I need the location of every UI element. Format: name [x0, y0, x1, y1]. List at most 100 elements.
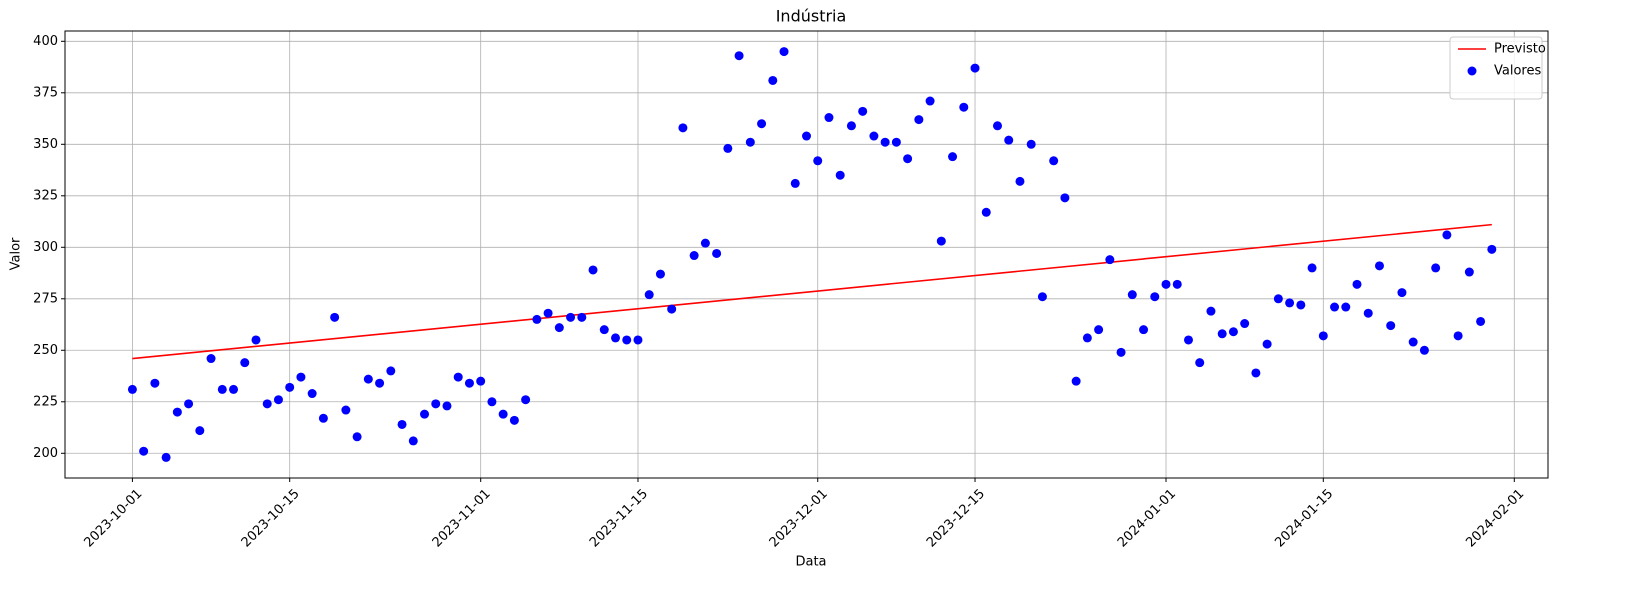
scatter-point	[723, 143, 733, 153]
scatter-point	[914, 115, 924, 125]
scatter-point	[1094, 325, 1104, 335]
scatter-point	[251, 335, 261, 345]
scatter-point	[543, 308, 553, 318]
scatter-point	[341, 405, 351, 415]
scatter-point	[1105, 255, 1115, 265]
scatter-point	[1071, 376, 1081, 386]
scatter-point	[757, 119, 767, 129]
scatter-point	[476, 376, 486, 386]
scatter-point	[386, 366, 396, 376]
scatter-point	[285, 382, 295, 392]
scatter-point	[1127, 290, 1137, 300]
scatter-point	[1476, 316, 1486, 326]
scatter-point	[352, 432, 362, 442]
scatter-point	[745, 137, 755, 147]
scatter-point	[307, 389, 317, 399]
scatter-point	[453, 372, 463, 382]
scatter-point	[1139, 325, 1149, 335]
scatter-point	[408, 436, 418, 446]
scatter-point	[768, 75, 778, 85]
scatter-point	[1060, 193, 1070, 203]
scatter-point	[498, 409, 508, 419]
scatter-point	[981, 207, 991, 217]
scatter-point	[588, 265, 598, 275]
scatter-point	[1026, 139, 1036, 149]
legend-label: Valores	[1494, 64, 1541, 79]
y-tick-label: 200	[33, 446, 58, 461]
scatter-point	[1004, 135, 1014, 145]
scatter-point	[1453, 331, 1463, 341]
scatter-point	[1442, 230, 1452, 240]
scatter-point	[1352, 279, 1362, 289]
scatter-point	[700, 238, 710, 248]
scatter-point	[375, 378, 385, 388]
x-axis-label: Data	[795, 555, 826, 570]
scatter-point	[1330, 302, 1340, 312]
scatter-point	[1015, 176, 1025, 186]
scatter-point	[633, 335, 643, 345]
scatter-point	[172, 407, 182, 417]
scatter-point	[464, 378, 474, 388]
scatter-point	[925, 96, 935, 106]
scatter-point	[1161, 279, 1171, 289]
scatter-point	[611, 333, 621, 343]
scatter-point	[296, 372, 306, 382]
scatter-point	[1217, 329, 1227, 339]
scatter-point	[655, 269, 665, 279]
scatter-point	[835, 170, 845, 180]
scatter-point	[824, 113, 834, 123]
y-tick-label: 325	[33, 188, 58, 203]
scatter-point	[420, 409, 430, 419]
plot-frame	[64, 30, 1549, 479]
scatter-point	[566, 312, 576, 322]
scatter-point	[1341, 302, 1351, 312]
scatter-point	[229, 384, 239, 394]
scatter-point	[599, 325, 609, 335]
scatter-point	[880, 137, 890, 147]
legend-box	[1449, 36, 1543, 100]
scatter-point	[577, 312, 587, 322]
scatter-point	[509, 415, 519, 425]
scatter-point	[1386, 321, 1396, 331]
scatter-point	[184, 399, 194, 409]
scatter-point	[1431, 263, 1441, 273]
scatter-point	[487, 397, 497, 407]
scatter-point	[532, 314, 542, 324]
y-tick-label: 250	[33, 343, 58, 358]
y-tick-label: 225	[33, 394, 58, 409]
y-tick-label: 400	[33, 34, 58, 49]
scatter-point	[262, 399, 272, 409]
scatter-point	[903, 154, 913, 164]
scatter-point	[127, 384, 137, 394]
scatter-point	[1183, 335, 1193, 345]
scatter-point	[521, 395, 531, 405]
scatter-point	[318, 413, 328, 423]
scatter-point	[1195, 358, 1205, 368]
legend: Previsto Valores	[1449, 36, 1546, 100]
scatter-point	[1251, 368, 1261, 378]
legend-swatch	[1467, 66, 1477, 76]
scatter-point	[1116, 347, 1126, 357]
scatter-point	[1487, 244, 1497, 254]
y-axis-label: Valor	[9, 237, 24, 270]
legend-label: Previsto	[1494, 42, 1546, 57]
scatter-point	[206, 354, 216, 364]
scatter-point	[363, 374, 373, 384]
scatter-point	[161, 452, 171, 462]
scatter-point	[139, 446, 149, 456]
scatter-point	[948, 152, 958, 162]
scatter-point	[273, 395, 283, 405]
scatter-point	[802, 131, 811, 141]
scatter-point	[1228, 327, 1238, 337]
scatter-point	[970, 63, 980, 73]
scatter-point	[1408, 337, 1418, 347]
scatter-point	[779, 47, 789, 57]
y-tick-label: 275	[33, 291, 58, 306]
scatter-point	[1374, 261, 1384, 271]
scatter-point	[1419, 345, 1429, 355]
scatter-point	[622, 335, 632, 345]
scatter-point	[217, 384, 227, 394]
scatter-point	[442, 401, 452, 411]
